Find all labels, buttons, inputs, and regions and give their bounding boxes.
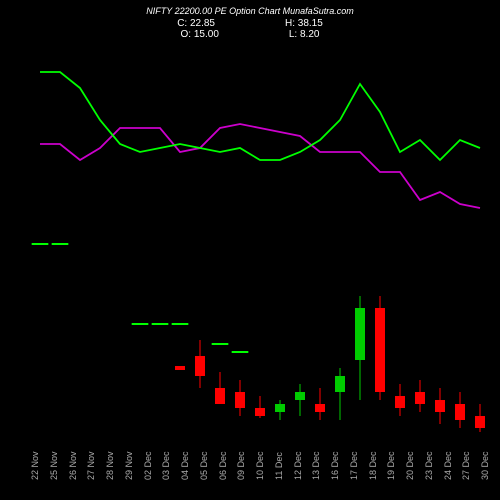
ohlc-row-1: C: 22.85 H: 38.15 (177, 18, 323, 29)
low-value: L: 8.20 (289, 29, 320, 40)
ohlc-row-2: O: 15.00 L: 8.20 (181, 29, 320, 40)
chart-area (30, 40, 490, 440)
high-value: H: 38.15 (285, 18, 323, 29)
open-value: O: 15.00 (181, 29, 219, 40)
x-axis-labels: 22 Nov25 Nov26 Nov27 Nov28 Nov29 Nov02 D… (30, 442, 490, 490)
chart-svg (30, 40, 490, 440)
chart-title: NIFTY 22200.00 PE Option Chart MunafaSut… (146, 6, 353, 16)
close-value: C: 22.85 (177, 18, 215, 29)
chart-header: NIFTY 22200.00 PE Option Chart MunafaSut… (0, 6, 500, 40)
x-tick-label: 30 Dec (480, 470, 500, 480)
